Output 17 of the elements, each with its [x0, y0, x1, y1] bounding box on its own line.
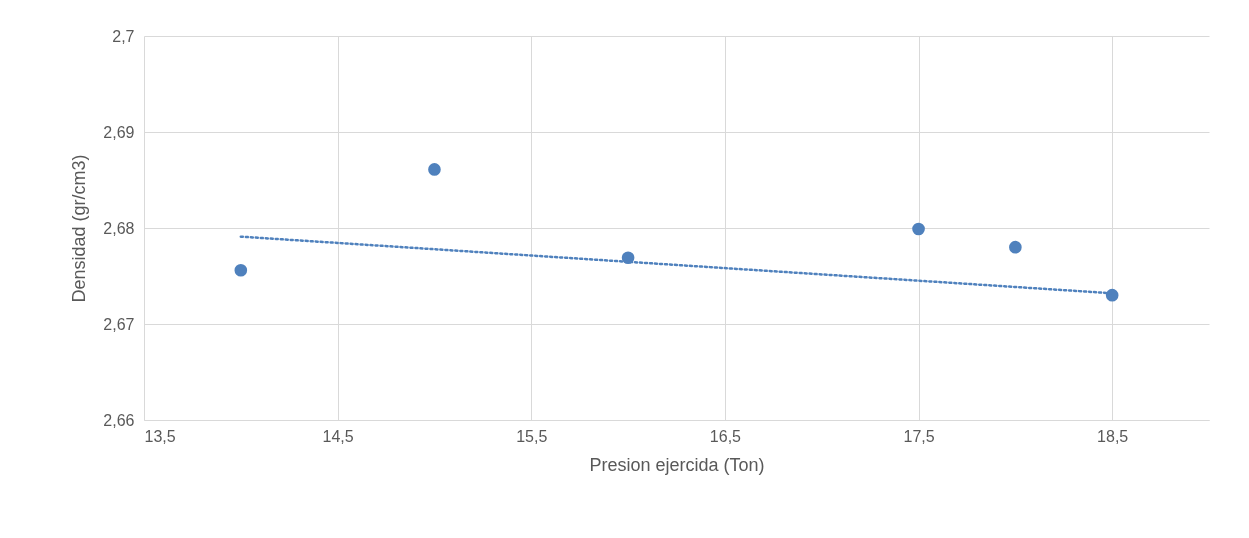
y-tick-label: 2,66	[103, 411, 135, 429]
y-tick-label: 2,69	[103, 123, 135, 141]
point	[428, 163, 441, 176]
x-tick-label: 15,5	[516, 427, 548, 445]
x-tick-label: 13,5	[144, 427, 176, 445]
x-axis-title: Presion ejercida (Ton)	[589, 454, 765, 475]
x-tick-label: 16,5	[709, 427, 742, 445]
point	[1009, 240, 1022, 254]
y-axis-title: Densidad (gr/cm3)	[69, 154, 90, 303]
point	[234, 263, 248, 277]
point	[912, 222, 925, 236]
x-tick-label: 14,5	[322, 427, 354, 445]
y-tick-label: 2,68	[103, 219, 135, 237]
y-tick-label: 2,67	[103, 315, 135, 333]
x-tick-label: 18,5	[1097, 427, 1129, 445]
y-tick-label: 2,7	[112, 27, 135, 45]
x-tick-label: 17,5	[903, 427, 935, 445]
